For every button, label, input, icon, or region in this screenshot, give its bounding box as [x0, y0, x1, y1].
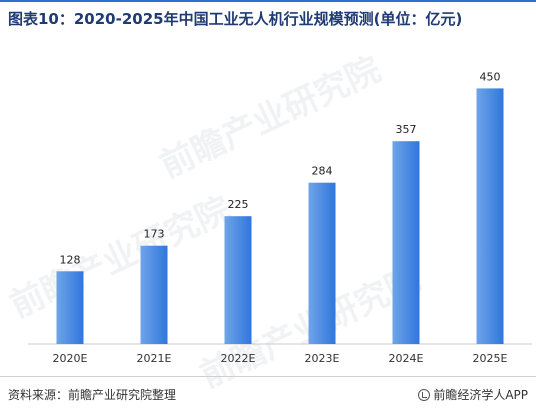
- chart-title: 图表10：2020-2025年中国工业无人机行业规模预测(单位：亿元): [8, 10, 463, 28]
- bar-2025E: [476, 88, 504, 345]
- x-tick-label-2020E: 2020E: [53, 352, 88, 365]
- bar-2020E: [56, 271, 84, 344]
- bar-chart: 128 2020E 173 2021E 225 2022E 284 2023E 357 2024E…: [28, 70, 532, 365]
- data-label-2022E: 225: [228, 198, 249, 211]
- data-label-2021E: 173: [144, 228, 165, 241]
- brand-name: 前瞻经济学人APP: [433, 388, 528, 402]
- x-tick-label-2021E: 2021E: [137, 352, 172, 365]
- data-label-2023E: 284: [312, 165, 333, 178]
- source-note: 资料来源：前瞻产业研究院整理: [8, 388, 177, 402]
- data-label-2024E: 357: [396, 123, 417, 136]
- title-accent-rule: [0, 0, 536, 2]
- data-label-2020E: 128: [60, 253, 81, 266]
- brand-credit: 前瞻经济学人APP: [418, 386, 528, 403]
- data-label-2025E: 450: [480, 70, 501, 83]
- qianzhan-logo-icon: [418, 388, 431, 401]
- x-tick-label-2022E: 2022E: [221, 352, 256, 365]
- footer: 资料来源：前瞻产业研究院整理 前瞻经济学人APP: [0, 376, 536, 413]
- bar-2023E: [308, 182, 336, 344]
- x-tick-label-2023E: 2023E: [305, 352, 340, 365]
- x-tick-label-2024E: 2024E: [389, 352, 424, 365]
- x-tick-label-2025E: 2025E: [473, 352, 508, 365]
- bar-2022E: [224, 216, 252, 344]
- bar-2021E: [140, 245, 168, 344]
- bar-2024E: [392, 141, 420, 344]
